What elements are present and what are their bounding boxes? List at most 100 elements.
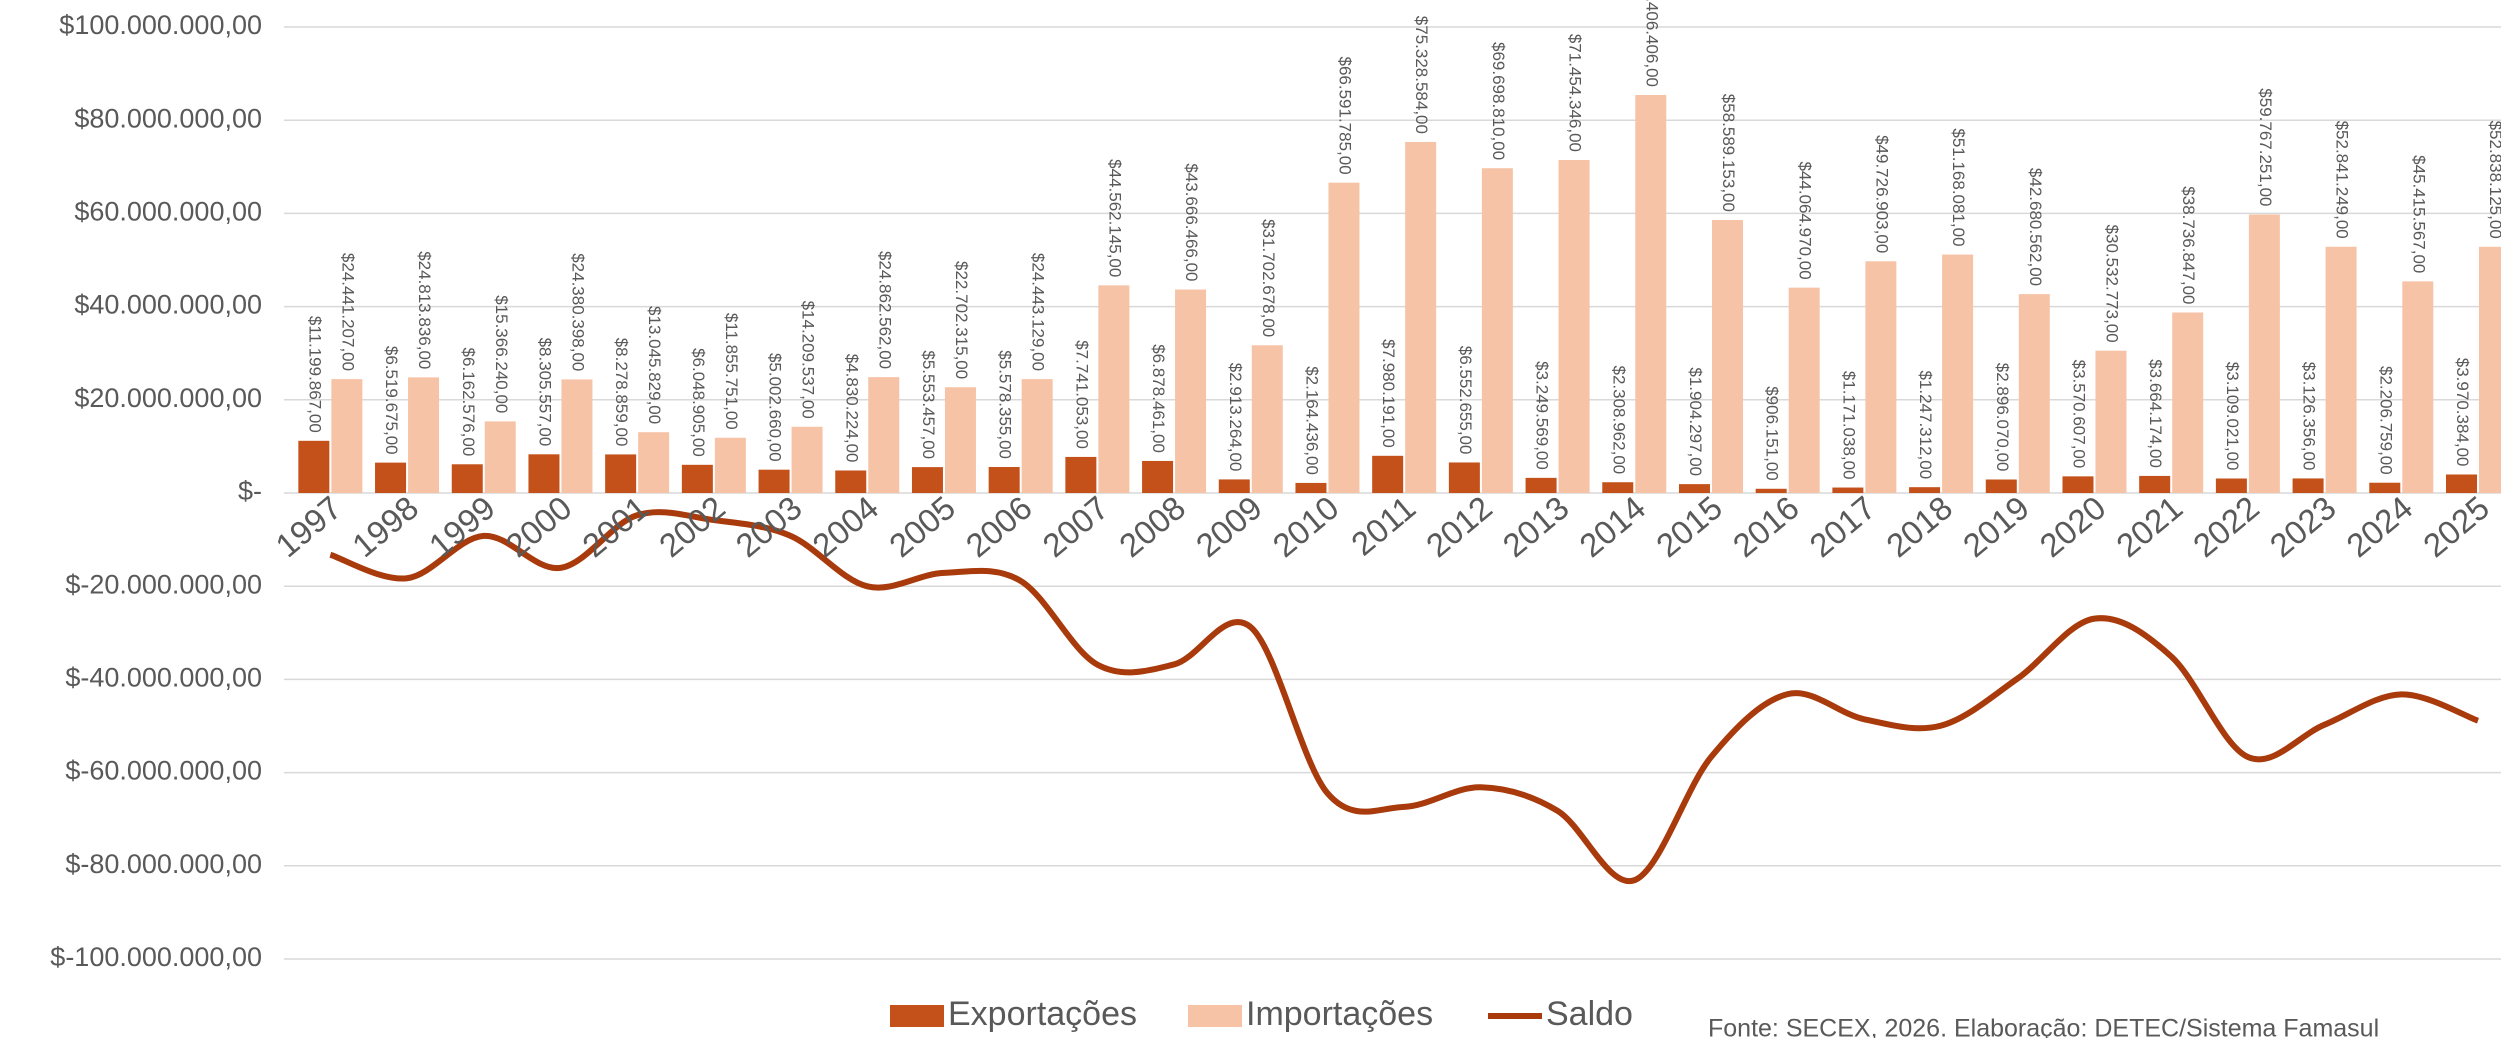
data-label: $52.838.125,00 [2486, 121, 2501, 239]
data-label: $45.415.567,00 [2409, 155, 2428, 273]
data-label: $2.206.759,00 [2376, 366, 2395, 475]
x-tick-label: 2002 [652, 489, 732, 565]
bar [1021, 379, 1053, 493]
data-label: $1.171.038,00 [1839, 371, 1858, 480]
x-tick-label: 2017 [1802, 489, 1882, 565]
bar [561, 379, 593, 493]
bar [2292, 478, 2324, 493]
legend-label: Exportações [948, 995, 1137, 1033]
data-label: $6.878.461,00 [1149, 344, 1168, 453]
bar [1525, 477, 1557, 493]
x-tick-label: 2015 [1649, 489, 1729, 565]
bar [1065, 456, 1097, 493]
data-label: $85.406.406,00 [1642, 0, 1661, 87]
data-label: $6.519.675,00 [382, 346, 401, 455]
bar [2478, 246, 2501, 493]
x-tick-label: 2025 [2416, 489, 2496, 565]
data-label: $3.570.607,00 [2069, 360, 2088, 469]
bar [1251, 345, 1283, 493]
data-label: $3.970.384,00 [2453, 358, 2472, 467]
bar [2325, 246, 2357, 493]
x-tick-label: 2010 [1266, 489, 1346, 565]
bar [835, 470, 867, 493]
bar [1711, 219, 1743, 493]
y-tick-label: $-60.000.000,00 [65, 756, 262, 786]
bar [2018, 294, 2050, 493]
legend-swatch [890, 1005, 944, 1027]
data-label: $66.591.785,00 [1335, 57, 1354, 175]
bar [1678, 484, 1710, 493]
bar [408, 377, 440, 493]
bar [1175, 289, 1207, 493]
data-label: $52.841.249,00 [2333, 121, 2352, 239]
source-note: Fonte: SECEX, 2026. Elaboração: DETEC/Si… [1708, 1015, 2379, 1038]
data-label: $8.278.859,00 [612, 338, 631, 447]
x-tick-label: 2023 [2263, 489, 2343, 565]
data-label: $42.680.562,00 [2026, 168, 2045, 286]
bar [2062, 476, 2094, 493]
bar [638, 432, 670, 493]
x-tick-label: 2007 [1035, 489, 1115, 565]
x-tick-label: 2020 [2033, 489, 2113, 565]
data-label: $58.589.153,00 [1719, 94, 1738, 212]
bar [2445, 474, 2477, 493]
x-tick-label: 1997 [268, 489, 348, 565]
data-label: $2.913.264,00 [1226, 363, 1245, 472]
x-tick-label: 2011 [1344, 489, 1422, 563]
data-label: $24.813.836,00 [415, 251, 434, 369]
data-label: $24.443.129,00 [1029, 253, 1048, 371]
y-tick-label: $80.000.000,00 [74, 103, 262, 133]
y-tick-label: $-80.000.000,00 [65, 849, 262, 879]
x-tick-label: 2006 [959, 489, 1039, 565]
data-label: $7.980.191,00 [1379, 339, 1398, 448]
data-label: $43.666.466,00 [1182, 163, 1201, 281]
data-label: $44.562.145,00 [1105, 159, 1124, 277]
bar [2248, 214, 2280, 493]
bar [1832, 487, 1864, 493]
data-label: $30.532.773,00 [2102, 225, 2121, 343]
x-tick-label: 2003 [729, 489, 809, 565]
bar [1558, 160, 1590, 493]
data-label: $6.048.905,00 [689, 348, 708, 457]
x-tick-label: 2022 [2186, 489, 2266, 565]
bar [868, 377, 900, 493]
bar [1098, 285, 1130, 493]
x-tick-label: 2013 [1496, 489, 1576, 565]
bar [451, 464, 483, 493]
bar [1909, 487, 1941, 493]
data-label: $49.726.903,00 [1872, 135, 1891, 253]
y-tick-label: $100.000.000,00 [59, 10, 262, 40]
bar [375, 462, 407, 493]
data-label: $3.109.021,00 [2223, 362, 2242, 471]
y-tick-label: $60.000.000,00 [74, 197, 262, 227]
bar [528, 454, 560, 493]
bar [758, 469, 790, 493]
bar [298, 440, 330, 493]
bar [791, 426, 823, 493]
bar [1218, 479, 1250, 493]
data-label: $2.896.070,00 [1993, 363, 2012, 472]
data-label: $75.328.584,00 [1412, 16, 1431, 134]
bar [2095, 350, 2127, 493]
y-tick-label: $- [238, 476, 262, 506]
bar [1448, 462, 1480, 493]
data-label: $5.002.660,00 [766, 353, 785, 462]
data-label: $69.698.810,00 [1489, 42, 1508, 160]
x-tick-label: 1999 [422, 489, 502, 565]
data-label: $6.552.655,00 [1456, 346, 1475, 455]
data-label: $7.741.053,00 [1072, 340, 1091, 449]
bar [681, 464, 713, 493]
data-label: $38.736.847,00 [2179, 186, 2198, 304]
data-label: $22.702.315,00 [952, 261, 971, 379]
legend-label: Importações [1246, 995, 1433, 1033]
y-tick-label: $-40.000.000,00 [65, 663, 262, 693]
y-tick-label: $20.000.000,00 [74, 383, 262, 413]
bar [1405, 141, 1437, 493]
x-tick-label: 2019 [1956, 489, 2036, 565]
data-label: $4.830.224,00 [842, 354, 861, 463]
legend-swatch [1188, 1005, 1242, 1027]
data-label: $15.366.240,00 [492, 295, 511, 413]
data-label: $24.862.562,00 [875, 251, 894, 369]
y-tick-label: $-100.000.000,00 [50, 942, 262, 972]
